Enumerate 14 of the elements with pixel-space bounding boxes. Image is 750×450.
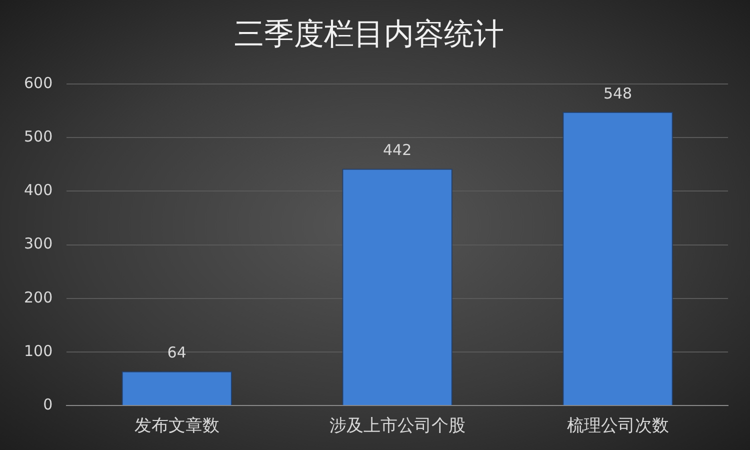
y-tick-label: 100 [24, 342, 53, 360]
data-label: 548 [603, 84, 632, 102]
x-tick-label: 梳理公司次数 [566, 416, 669, 436]
x-tick-label: 发布文章数 [134, 416, 220, 436]
y-tick-label: 300 [24, 234, 53, 253]
data-label: 442 [382, 141, 412, 160]
y-tick-label: 400 [24, 181, 53, 200]
y-tick-label: 600 [24, 74, 53, 92]
y-tick-label: 0 [43, 395, 53, 414]
x-tick-label: 涉及上市公司个股 [329, 416, 466, 436]
data-label: 64 [167, 344, 186, 362]
y-tick-label: 500 [24, 127, 53, 146]
y-tick-label: 200 [24, 288, 53, 306]
chart-title: 三季度栏目内容统计 [234, 16, 504, 52]
